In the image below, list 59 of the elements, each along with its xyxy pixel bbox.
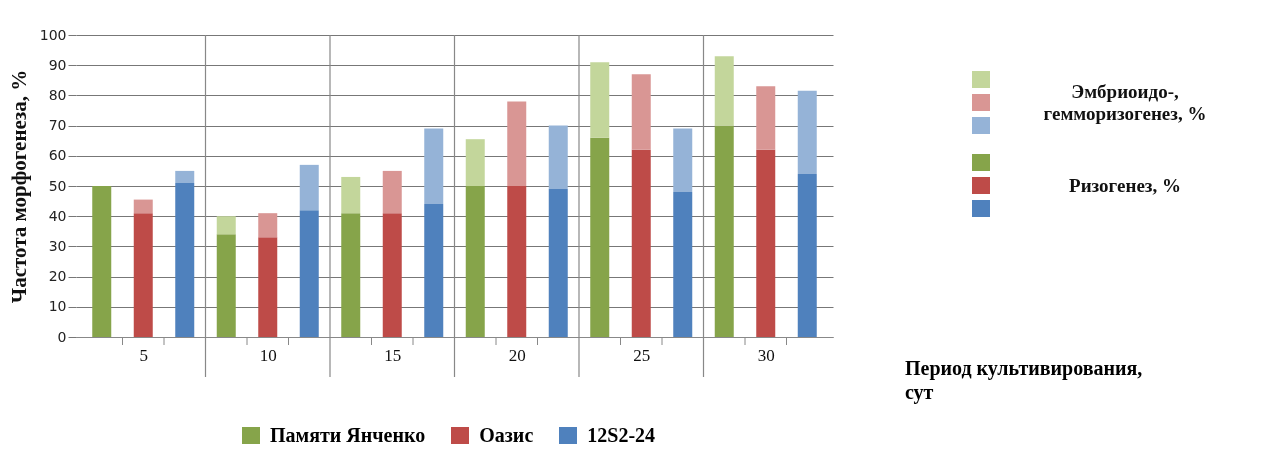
bar bbox=[507, 186, 527, 337]
text: 12S2-24 bbox=[587, 424, 656, 447]
bar bbox=[258, 213, 278, 238]
y-tick-label: 10 bbox=[48, 298, 67, 315]
x-tick-label: 20 bbox=[508, 345, 526, 365]
bar bbox=[424, 128, 444, 205]
x-tick-label: 25 bbox=[633, 345, 651, 365]
bar bbox=[548, 189, 568, 337]
bar bbox=[175, 182, 195, 337]
bar bbox=[673, 128, 693, 193]
bar bbox=[465, 186, 485, 337]
bar bbox=[175, 170, 195, 183]
y-tick-label: 100 bbox=[39, 26, 67, 43]
x-tick-label: 30 bbox=[757, 345, 775, 365]
bar bbox=[631, 74, 651, 150]
bar bbox=[548, 125, 568, 190]
bar bbox=[216, 234, 236, 337]
bar bbox=[341, 213, 361, 337]
y-tick-label: 90 bbox=[48, 56, 67, 73]
bar bbox=[424, 204, 444, 337]
bar bbox=[299, 164, 319, 211]
bar bbox=[590, 62, 610, 138]
text: Памяти Янченко bbox=[270, 424, 426, 447]
bar bbox=[382, 170, 402, 214]
bar bbox=[756, 149, 776, 337]
y-tick-label: 50 bbox=[48, 177, 67, 194]
text: Оазис bbox=[479, 424, 534, 447]
bar bbox=[92, 186, 112, 337]
bar bbox=[341, 176, 361, 214]
x-tick-label: 5 bbox=[139, 345, 148, 365]
y-tick-label: 40 bbox=[48, 207, 67, 224]
bar bbox=[590, 137, 610, 337]
x-tick-label: 15 bbox=[384, 345, 402, 365]
text: Эмбриоидо-, гемморизогенез, % bbox=[1042, 80, 1208, 125]
bar bbox=[673, 192, 693, 337]
bar bbox=[133, 199, 153, 214]
bar bbox=[216, 216, 236, 235]
bar bbox=[299, 210, 319, 337]
bar bbox=[382, 213, 402, 337]
bar bbox=[631, 149, 651, 337]
x-axis-title: Период культивирования, сут bbox=[905, 356, 1144, 404]
y-tick-label: 0 bbox=[57, 328, 67, 345]
text: Ризогенез, % bbox=[1068, 174, 1182, 197]
bar bbox=[465, 139, 485, 186]
y-tick-label: 30 bbox=[48, 237, 67, 254]
bar bbox=[258, 237, 278, 337]
x-tick-label: 10 bbox=[259, 345, 277, 365]
bar bbox=[714, 125, 734, 337]
y-tick-label: 70 bbox=[48, 117, 67, 134]
bar bbox=[797, 90, 817, 174]
bar bbox=[797, 173, 817, 337]
y-tick-label: 20 bbox=[48, 268, 67, 285]
bar bbox=[756, 86, 776, 150]
y-tick-label: 60 bbox=[48, 147, 67, 164]
y-axis-title: Частота морфогенеза, % bbox=[6, 69, 31, 304]
bar bbox=[133, 213, 153, 337]
bar bbox=[507, 101, 527, 186]
bar bbox=[714, 56, 734, 126]
y-tick-label: 80 bbox=[48, 86, 67, 103]
